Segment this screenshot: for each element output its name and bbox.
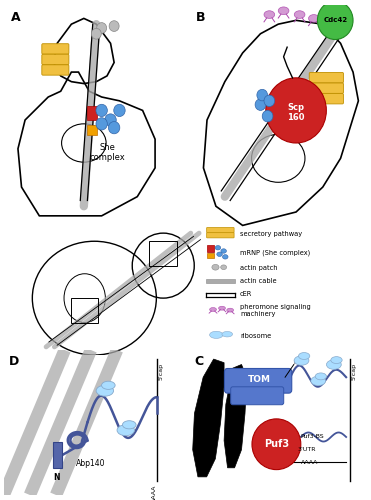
Ellipse shape: [294, 356, 309, 365]
Circle shape: [91, 28, 101, 39]
FancyBboxPatch shape: [88, 106, 97, 120]
FancyBboxPatch shape: [42, 44, 69, 54]
FancyBboxPatch shape: [207, 228, 234, 232]
Ellipse shape: [222, 332, 233, 337]
Text: A: A: [11, 10, 20, 24]
FancyBboxPatch shape: [309, 72, 344, 83]
FancyBboxPatch shape: [206, 278, 235, 283]
FancyBboxPatch shape: [224, 368, 292, 393]
Ellipse shape: [309, 14, 319, 22]
Circle shape: [108, 122, 120, 134]
FancyBboxPatch shape: [42, 54, 69, 64]
Circle shape: [262, 110, 273, 122]
Text: Cdc42: Cdc42: [323, 18, 347, 24]
Circle shape: [255, 99, 266, 110]
Ellipse shape: [210, 308, 216, 312]
Ellipse shape: [210, 332, 223, 338]
FancyBboxPatch shape: [53, 442, 62, 468]
Circle shape: [109, 20, 119, 32]
Text: 5'cap: 5'cap: [159, 362, 164, 380]
Circle shape: [97, 22, 106, 34]
Polygon shape: [224, 364, 247, 468]
Text: AAAA: AAAA: [152, 484, 157, 500]
Ellipse shape: [219, 306, 226, 310]
Ellipse shape: [294, 10, 305, 18]
Ellipse shape: [264, 10, 275, 18]
Ellipse shape: [298, 352, 310, 360]
Circle shape: [217, 252, 222, 256]
FancyBboxPatch shape: [309, 94, 344, 104]
Circle shape: [223, 254, 228, 259]
Ellipse shape: [326, 360, 341, 370]
Text: TOM: TOM: [247, 376, 270, 384]
FancyBboxPatch shape: [42, 65, 69, 75]
Text: AAAA: AAAA: [301, 460, 318, 465]
Circle shape: [257, 90, 267, 101]
Polygon shape: [193, 359, 224, 477]
Circle shape: [264, 95, 275, 106]
Circle shape: [221, 265, 227, 270]
FancyBboxPatch shape: [207, 244, 214, 252]
Text: Scp
160: Scp 160: [287, 102, 305, 122]
Circle shape: [96, 104, 107, 117]
Text: Puf3-BS: Puf3-BS: [301, 434, 324, 440]
Circle shape: [212, 264, 219, 270]
Ellipse shape: [331, 356, 342, 364]
Text: B: B: [196, 10, 206, 24]
FancyBboxPatch shape: [309, 83, 344, 94]
Circle shape: [215, 246, 221, 250]
FancyBboxPatch shape: [207, 252, 214, 258]
Ellipse shape: [311, 376, 326, 386]
FancyBboxPatch shape: [88, 125, 97, 136]
Text: Puf3: Puf3: [264, 440, 289, 449]
Text: cER: cER: [240, 291, 252, 297]
Text: actin patch: actin patch: [240, 265, 278, 271]
Text: C: C: [194, 356, 204, 368]
Text: pheromone signaling
machinery: pheromone signaling machinery: [240, 304, 311, 318]
Ellipse shape: [102, 381, 115, 390]
Text: 5'cap: 5'cap: [351, 362, 357, 380]
Text: ribosome: ribosome: [240, 332, 271, 338]
Circle shape: [318, 1, 353, 40]
Circle shape: [252, 419, 301, 470]
Circle shape: [105, 114, 116, 126]
Ellipse shape: [227, 308, 234, 312]
Text: MTS: MTS: [294, 360, 307, 365]
Text: Abp140: Abp140: [76, 459, 106, 468]
Text: She
complex: She complex: [89, 143, 125, 163]
Ellipse shape: [315, 373, 326, 380]
Ellipse shape: [117, 425, 134, 436]
Ellipse shape: [96, 386, 114, 396]
Text: mRNP (She complex): mRNP (She complex): [240, 249, 310, 256]
Circle shape: [221, 249, 226, 253]
Ellipse shape: [278, 7, 289, 14]
Text: N: N: [54, 473, 60, 482]
Text: D: D: [9, 356, 19, 368]
Text: secretory pathway: secretory pathway: [240, 231, 302, 237]
Ellipse shape: [122, 420, 136, 429]
FancyBboxPatch shape: [231, 387, 284, 404]
Circle shape: [114, 104, 125, 117]
Circle shape: [266, 78, 326, 143]
Circle shape: [96, 118, 107, 130]
Text: actin cable: actin cable: [240, 278, 277, 284]
FancyBboxPatch shape: [207, 232, 234, 238]
Text: 3'UTR: 3'UTR: [297, 447, 316, 452]
